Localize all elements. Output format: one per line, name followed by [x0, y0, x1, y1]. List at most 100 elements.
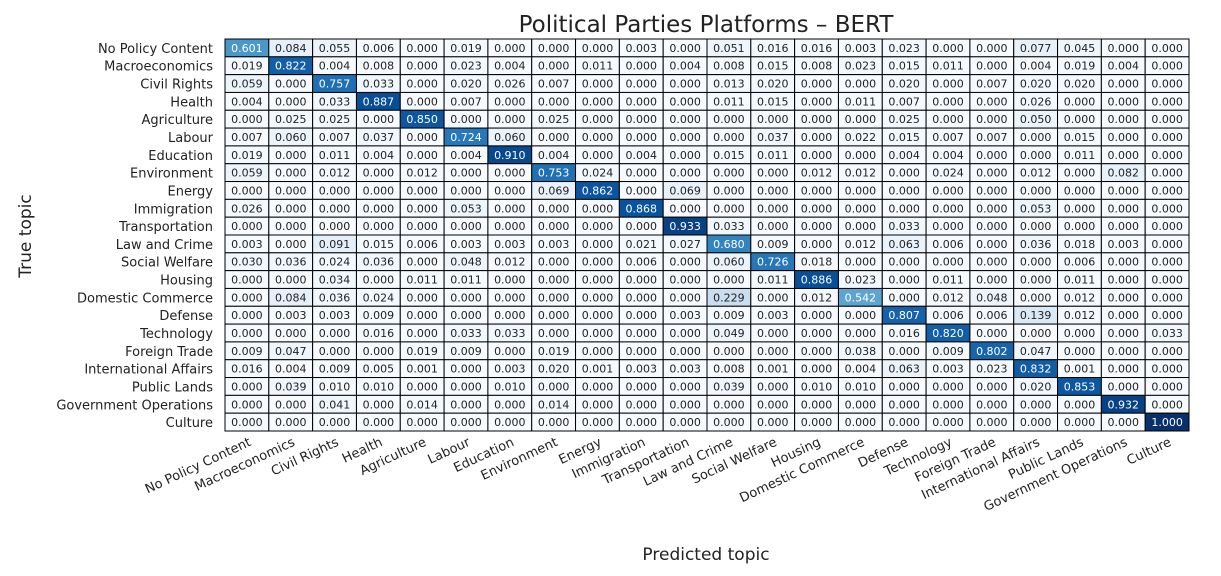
cell-value-label: 0.004	[450, 149, 482, 162]
cell-value-label: 0.009	[713, 309, 745, 322]
cell-value-label: 0.000	[801, 238, 833, 251]
y-tick-label: Law and Crime	[116, 238, 213, 253]
y-tick-label: Social Welfare	[121, 256, 213, 271]
cell-value-label: 0.039	[713, 380, 745, 393]
cell-value-label: 0.000	[1151, 131, 1183, 144]
cell-value-label: 0.000	[1151, 184, 1183, 197]
cell-value-label: 0.000	[538, 291, 570, 304]
cell-value-label: 0.000	[757, 202, 789, 215]
cell-value-label: 0.011	[713, 95, 745, 108]
cell-value-label: 0.003	[669, 363, 701, 376]
y-tick-label: Culture	[166, 416, 213, 431]
cell-value-label: 0.000	[582, 149, 614, 162]
cell-value-label: 0.862	[582, 184, 614, 197]
cell-value-label: 0.011	[932, 274, 964, 287]
cell-value-label: 0.023	[888, 42, 920, 55]
cell-value-label: 0.003	[319, 309, 351, 322]
cell-value-label: 0.019	[1064, 60, 1096, 73]
cell-value-label: 0.006	[932, 238, 964, 251]
cell-value-label: 0.018	[1064, 238, 1096, 251]
cell-value-label: 0.000	[406, 256, 438, 269]
cell-value-label: 0.000	[669, 113, 701, 126]
cell-value-label: 0.000	[538, 220, 570, 233]
cell-value-label: 0.000	[713, 113, 745, 126]
cell-value-label: 0.000	[801, 220, 833, 233]
cell-value-label: 0.000	[494, 42, 526, 55]
cell-value-label: 0.001	[582, 363, 614, 376]
cell-value-label: 0.757	[319, 78, 351, 91]
y-tick-label: Housing	[160, 274, 213, 289]
y-tick-labels: No Policy Content Macroeconomics Civil Rig…	[56, 42, 213, 431]
cell-value-label: 0.000	[801, 363, 833, 376]
cell-value-label: 0.036	[319, 291, 351, 304]
cell-value-label: 0.012	[801, 291, 833, 304]
cell-value-label: 0.039	[275, 380, 307, 393]
cell-value-label: 0.000	[582, 95, 614, 108]
cell-value-label: 0.021	[626, 238, 658, 251]
cell-value-label: 0.000	[582, 291, 614, 304]
cell-value-label: 0.015	[363, 238, 395, 251]
cell-value-label: 0.020	[1064, 78, 1096, 91]
cell-value-label: 0.053	[450, 202, 482, 215]
cell-value-label: 0.004	[888, 149, 920, 162]
cell-value-label: 0.000	[538, 416, 570, 429]
cell-value-label: 0.004	[275, 363, 307, 376]
cell-value-label: 0.000	[363, 113, 395, 126]
cell-value-label: 0.000	[538, 42, 570, 55]
cell-value-label: 0.000	[1108, 131, 1140, 144]
cell-value-label: 0.000	[494, 220, 526, 233]
cell-value-label: 0.000	[1020, 416, 1052, 429]
cell-value-label: 0.000	[845, 184, 877, 197]
cell-value-label: 0.011	[1064, 149, 1096, 162]
cell-value-label: 0.033	[450, 327, 482, 340]
cell-value-label: 0.016	[801, 42, 833, 55]
cell-value-label: 0.000	[1151, 274, 1183, 287]
cell-value-label: 0.000	[363, 398, 395, 411]
cell-value-label: 0.020	[888, 78, 920, 91]
cell-value-label: 0.041	[319, 398, 351, 411]
y-tick-label: Domestic Commerce	[77, 291, 213, 306]
cell-value-label: 0.000	[757, 345, 789, 358]
cell-value-label: 0.000	[494, 345, 526, 358]
cell-value-label: 0.000	[450, 113, 482, 126]
cell-value-label: 0.024	[319, 256, 351, 269]
cell-value-label: 0.000	[1151, 167, 1183, 180]
cell-value-label: 0.000	[450, 291, 482, 304]
cell-value-label: 0.007	[231, 131, 263, 144]
cell-value-label: 0.000	[801, 149, 833, 162]
cell-value-label: 0.007	[450, 95, 482, 108]
y-tick-label: Agriculture	[142, 113, 214, 128]
cell-value-label: 0.000	[275, 202, 307, 215]
cell-value-label: 0.003	[845, 42, 877, 55]
cell-value-label: 0.000	[669, 327, 701, 340]
cell-value-label: 0.003	[494, 238, 526, 251]
cell-value-label: 0.033	[1151, 327, 1183, 340]
cell-value-label: 0.680	[713, 238, 745, 251]
cell-value-label: 0.060	[275, 131, 307, 144]
cell-value-label: 0.139	[1020, 309, 1052, 322]
cell-value-label: 0.000	[976, 60, 1008, 73]
cell-value-label: 0.000	[1020, 149, 1052, 162]
cell-value-label: 0.000	[1151, 95, 1183, 108]
cell-value-label: 0.000	[757, 327, 789, 340]
cell-value-label: 0.011	[319, 149, 351, 162]
cell-value-label: 0.000	[1151, 398, 1183, 411]
cell-value-label: 0.084	[275, 291, 307, 304]
cell-value-label: 0.000	[538, 380, 570, 393]
cell-value-label: 0.014	[538, 398, 570, 411]
cell-value-label: 0.853	[1064, 380, 1096, 393]
cell-value-label: 0.036	[275, 256, 307, 269]
cell-value-label: 0.000	[888, 184, 920, 197]
cell-value-label: 0.000	[713, 274, 745, 287]
cell-value-label: 0.000	[888, 291, 920, 304]
cell-value-label: 0.887	[363, 95, 395, 108]
cell-value-label: 0.006	[976, 309, 1008, 322]
cell-value-label: 0.006	[1064, 256, 1096, 269]
cell-value-label: 0.807	[888, 309, 920, 322]
y-tick-label: Education	[148, 149, 213, 164]
cell-value-label: 0.000	[231, 327, 263, 340]
y-tick-label: Transportation	[118, 220, 213, 235]
cell-value-label: 0.000	[888, 345, 920, 358]
cell-value-label: 0.000	[538, 274, 570, 287]
